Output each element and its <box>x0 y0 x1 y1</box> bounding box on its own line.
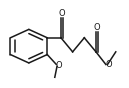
Text: O: O <box>94 23 100 32</box>
Text: O: O <box>55 61 62 70</box>
Text: O: O <box>59 9 66 18</box>
Text: O: O <box>106 60 112 69</box>
